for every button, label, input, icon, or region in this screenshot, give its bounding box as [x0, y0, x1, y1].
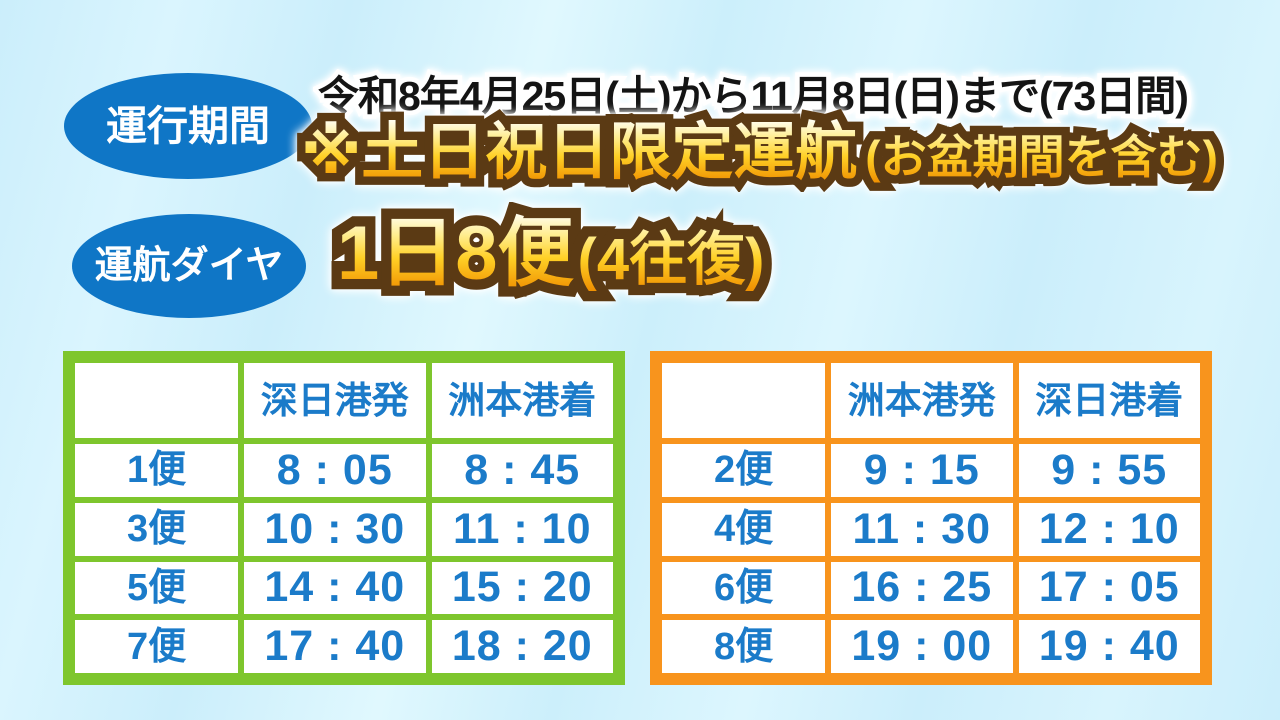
arr-time: 8 : 45: [431, 444, 613, 497]
dep-time: 8 : 05: [244, 444, 426, 497]
inbound-arr-header: 深日港着: [1018, 363, 1200, 438]
arr-time: 17 : 05: [1018, 561, 1200, 615]
daily-frequency-outline: 1日8便(4往復): [327, 202, 775, 306]
flight-label: 5便: [75, 561, 239, 615]
dep-time: 17 : 40: [244, 620, 426, 673]
schedule-badge-label: 運航ダイヤ: [94, 245, 284, 287]
period-date-range-text: 令和8年4月25日(土)から11月8日(日)まで(73日間): [318, 73, 1189, 119]
flight-label: 1便: [75, 444, 239, 497]
arr-time: 18 : 20: [431, 620, 613, 673]
arr-time: 15 : 20: [431, 561, 613, 615]
arr-time: 9 : 55: [1018, 444, 1200, 497]
schedule-badge: 運航ダイヤ: [72, 214, 306, 318]
flight-label: 3便: [75, 502, 239, 556]
flight-label: 4便: [662, 502, 826, 556]
daily-frequency-text: 1日8便 (4往復): [337, 211, 765, 296]
outbound-dep-header: 深日港発: [244, 363, 426, 438]
period-date-range: 令和8年4月25日(土)から11月8日(日)まで(73日間) 令和8年4月25日…: [313, 69, 1193, 123]
outbound-arr-header: 洲本港着: [431, 363, 613, 438]
flight-label: 7便: [75, 620, 239, 673]
period-badge: 運行期間: [64, 73, 312, 179]
dep-time: 19 : 00: [831, 620, 1013, 673]
arr-time: 12 : 10: [1018, 502, 1200, 556]
holiday-only-note-outline: ※土日祝日限定運航(お盆期間を含む): [293, 110, 1227, 195]
dep-time: 16 : 25: [831, 561, 1013, 615]
arr-time: 11 : 10: [431, 502, 613, 556]
inbound-dep-header: 洲本港発: [831, 363, 1013, 438]
flight-label: 8便: [662, 620, 826, 673]
period-date-range-halo: 令和8年4月25日(土)から11月8日(日)まで(73日間): [313, 69, 1193, 123]
holiday-only-note-text: ※土日祝日限定運航 (お盆期間を含む): [301, 118, 1218, 187]
daily-frequency: 1日8便(4往復) 1日8便(4往復): [327, 202, 775, 306]
dep-time: 10 : 30: [244, 502, 426, 556]
inbound-corner-cell: [662, 363, 826, 438]
inbound-timetable: 洲本港発 深日港着 2便 9 : 15 9 : 55 4便 11 : 30 12…: [650, 351, 1212, 685]
dep-time: 9 : 15: [831, 444, 1013, 497]
dep-time: 14 : 40: [244, 561, 426, 615]
holiday-only-note: ※土日祝日限定運航(お盆期間を含む) ※土日祝日限定運航(お盆期間を含む): [293, 110, 1227, 195]
flight-label: 6便: [662, 561, 826, 615]
outbound-corner-cell: [75, 363, 239, 438]
outbound-timetable: 深日港発 洲本港着 1便 8 : 05 8 : 45 3便 10 : 30 11…: [63, 351, 625, 685]
flight-label: 2便: [662, 444, 826, 497]
period-badge-label: 運行期間: [106, 102, 270, 149]
dep-time: 11 : 30: [831, 502, 1013, 556]
arr-time: 19 : 40: [1018, 620, 1200, 673]
